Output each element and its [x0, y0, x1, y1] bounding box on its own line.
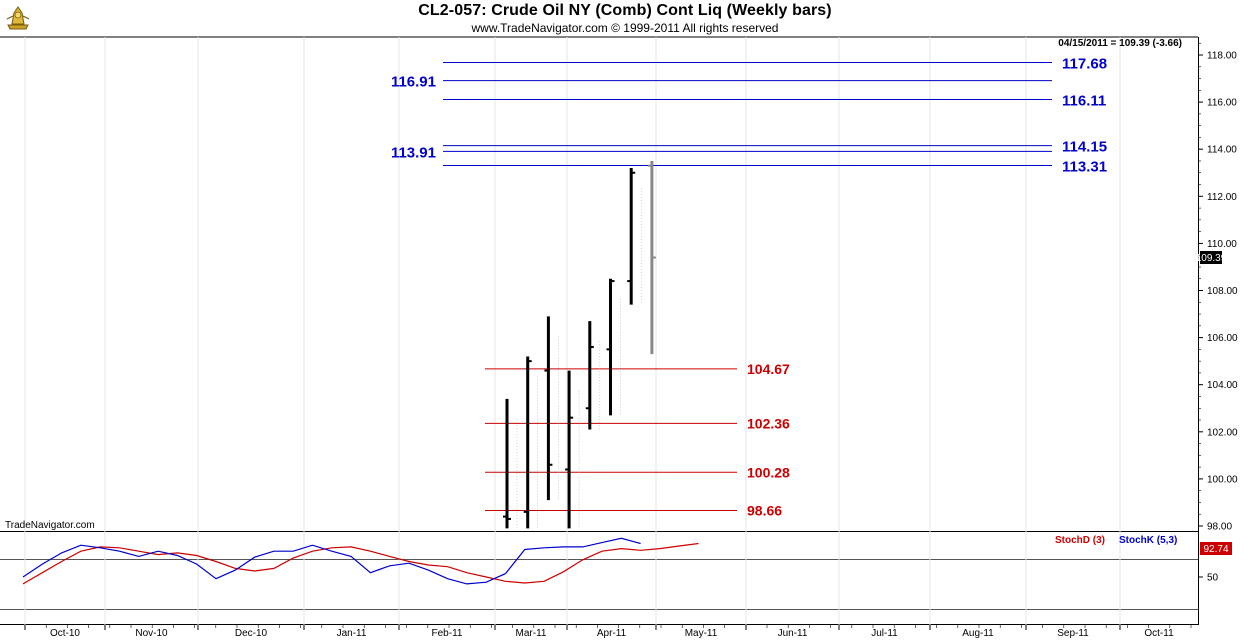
title-bar: CL2-057: Crude Oil NY (Comb) Cont Liq (W…	[0, 0, 1250, 36]
ohlc-bar	[647, 160, 656, 355]
price-axis: 98.00 100.00 102.00 104.00 106.00 108.00 110.0…	[1198, 42, 1238, 533]
red-level-label: 104.67	[747, 361, 790, 377]
ohlc-bar	[565, 370, 580, 529]
date-tick-label: Oct-11	[1144, 628, 1174, 639]
price-tick-label: 106.00	[1207, 333, 1238, 344]
ohlc-bar	[606, 278, 621, 416]
stoch-series-line	[22, 542, 699, 585]
blue-level-label: 116.91	[391, 74, 436, 91]
last-price-badge: 109.39	[1196, 251, 1227, 264]
price-tick-label: 114.00	[1207, 145, 1237, 156]
date-axis: Oct-10 Nov-10 Dec-10 Jan-11 Feb-11 Mar-11 Apr-…	[24, 625, 1192, 639]
price-tick-label: 116.00	[1207, 98, 1237, 109]
price-tick-label: 102.00	[1207, 427, 1238, 438]
date-tick-label: Oct-10	[50, 628, 80, 639]
ohlc-bar	[503, 398, 518, 529]
price-bars	[503, 160, 656, 529]
quote-readout: 04/15/2011 = 109.39 (-3.66)	[1058, 38, 1182, 49]
red-level-label: 100.28	[747, 464, 790, 480]
price-tick-label: 100.00	[1207, 474, 1238, 485]
price-tick-label: 112.00	[1207, 192, 1237, 203]
blue-level-label: 116.11	[1062, 93, 1106, 110]
ohlc-bar	[523, 356, 539, 529]
blue-level-label: 114.15	[1062, 139, 1107, 156]
price-grid	[24, 37, 1121, 625]
date-tick-label: Jan-11	[337, 628, 367, 639]
price-tick-label: 104.00	[1207, 380, 1238, 391]
red-level-label: 102.36	[747, 415, 790, 431]
last-price-label: 109.39	[1196, 253, 1227, 264]
stoch-k-legend: StochK (5,3)	[1119, 535, 1177, 546]
stoch-last-badge: 92.74	[1200, 542, 1232, 555]
stochastic-panel: 50	[22, 537, 1219, 585]
price-tick-label: 110.00	[1207, 239, 1237, 250]
chart-title: CL2-057: Crude Oil NY (Comb) Cont Liq (W…	[418, 2, 832, 19]
blue-level-label: 117.68	[1062, 56, 1107, 73]
date-tick-label: Sep-11	[1057, 628, 1089, 639]
date-tick-label: Jul-11	[871, 628, 898, 639]
date-tick-label: Aug-11	[962, 628, 994, 639]
level-lines: 117.68 116.91 116.11 114.15 113.91 113.31 104.…	[391, 56, 1107, 519]
date-tick-label: Nov-10	[135, 628, 168, 639]
blue-level-label: 113.91	[391, 144, 436, 161]
watermark-text: TradeNavigator.com	[5, 520, 95, 531]
price-tick-label: 118.00	[1207, 51, 1237, 62]
ohlc-bar	[627, 168, 642, 305]
date-tick-label: Mar-11	[516, 628, 547, 639]
chart-frame	[0, 36, 1199, 625]
date-tick-label: May-11	[685, 628, 718, 639]
chart-subtitle: www.TradeNavigator.com © 1999-2011 All r…	[471, 21, 779, 35]
date-tick-label: Jun-11	[778, 628, 808, 639]
stoch-series-line	[22, 537, 641, 585]
stoch-last-label: 92.74	[1203, 544, 1228, 555]
date-tick-label: Apr-11	[597, 628, 627, 639]
blue-level-label: 113.31	[1062, 158, 1107, 175]
price-tick-label: 98.00	[1207, 522, 1232, 533]
date-tick-label: Feb-11	[432, 628, 463, 639]
red-level-label: 98.66	[747, 502, 782, 518]
trade-navigator-logo-icon	[6, 6, 30, 30]
stoch-d-legend: StochD (3)	[1055, 535, 1105, 546]
stoch-legend: StochD (3) StochK (5,3)	[1055, 535, 1177, 546]
stoch-tick-label: 50	[1207, 573, 1219, 584]
price-tick-label: 108.00	[1207, 286, 1238, 297]
ohlc-bar	[585, 321, 601, 430]
ohlc-bar	[544, 316, 559, 501]
date-tick-label: Dec-10	[235, 628, 268, 639]
